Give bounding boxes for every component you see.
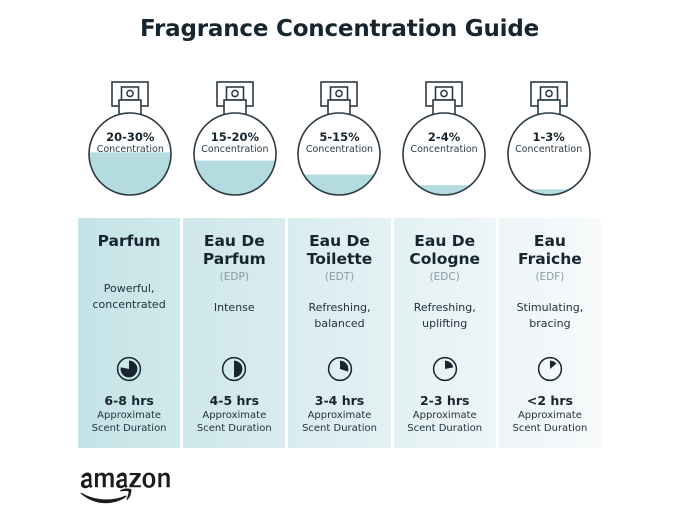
bottle-card: 1-3% Concentration — [496, 78, 601, 206]
fragrance-abbreviation: (EDC) — [429, 270, 460, 283]
fragrance-name: Eau De Cologne — [409, 232, 481, 269]
duration-label: Approximate Scent Duration — [91, 410, 167, 435]
fragrance-description: Refreshing, uplifting — [413, 301, 476, 331]
duration-block: 4-5 hrs Approximate Scent Duration — [183, 393, 285, 436]
fragrance-name: Eau De Toilette — [306, 232, 373, 269]
fragrance-column: Eau De Parfum (EDP) Intense 4-5 hrs Approxima… — [183, 218, 286, 448]
clock-icon — [432, 356, 457, 382]
bottle-liquid-level — [507, 189, 590, 195]
duration-block: 3-4 hrs Approximate Scent Duration — [288, 393, 390, 436]
clock-fill-wedge — [120, 360, 138, 378]
perfume-bottle-icon — [402, 81, 486, 196]
bottle-liquid-level — [298, 174, 381, 195]
duration-label: Approximate Scent Duration — [407, 410, 483, 435]
fragrance-name: Eau Fraiche — [518, 232, 582, 269]
clock-icon — [222, 356, 247, 382]
clock-icon-wrapper — [499, 356, 601, 382]
duration-value: 6-8 hrs — [104, 393, 154, 408]
perfume-bottle-icon — [193, 81, 277, 196]
fragrance-name: Parfum — [97, 232, 161, 250]
clock-icon — [116, 356, 142, 382]
clock-fill-wedge — [549, 360, 557, 369]
bottle-card: 2-4% Concentration — [392, 78, 497, 206]
clock-fill-wedge — [234, 360, 243, 378]
bottle-card: 5-15% Concentration — [287, 78, 392, 206]
clock-icon-wrapper — [394, 356, 496, 382]
fragrance-name: Eau De Parfum — [202, 232, 266, 269]
amazon-logo-icon — [80, 462, 200, 506]
duration-value: 2-3 hrs — [419, 393, 470, 408]
bottles-row: 20-30% Concentration 15-20% Concentration 5-… — [78, 78, 601, 206]
perfume-bottle-icon — [297, 81, 382, 196]
fragrance-abbreviation: (EDT) — [324, 270, 355, 283]
fragrance-column: Eau Fraiche (EDF) Stimulating, bracing <2 hrs… — [498, 218, 602, 448]
duration-block: <2 hrs Approximate Scent Duration — [499, 393, 601, 436]
fragrance-description: Intense — [213, 301, 255, 315]
clock-fill-wedge — [444, 360, 453, 369]
clock-fill-wedge — [339, 360, 348, 372]
fragrance-description: Refreshing, balanced — [308, 301, 371, 331]
bottle-liquid-level — [193, 160, 276, 195]
duration-block: 2-3 hrs Approximate Scent Duration — [394, 393, 496, 436]
clock-icon-wrapper — [183, 356, 285, 382]
duration-value: 3-4 hrs — [314, 393, 365, 408]
fragrance-column: Parfum Powerful, concentrated 6-8 hrs Approx… — [78, 218, 181, 448]
columns-row: Parfum Powerful, concentrated 6-8 hrs Approx… — [78, 218, 602, 448]
duration-label: Approximate Scent Duration — [302, 410, 377, 435]
bottle-liquid-level — [403, 185, 486, 195]
duration-value: 4-5 hrs — [209, 393, 260, 408]
duration-label: Approximate Scent Duration — [196, 410, 272, 435]
bottle-card: 15-20% Concentration — [183, 78, 288, 206]
clock-icon-wrapper — [78, 356, 180, 382]
bottle-liquid-level — [89, 152, 172, 195]
clock-icon — [537, 356, 563, 382]
fragrance-abbreviation: (EDF) — [535, 270, 565, 283]
duration-block: 6-8 hrs Approximate Scent Duration — [78, 393, 180, 436]
fragrance-column: Eau De Toilette (EDT) Refreshing, balanced 3-… — [288, 218, 391, 448]
fragrance-abbreviation: (EDP) — [219, 270, 249, 283]
fragrance-column: Eau De Cologne (EDC) Refreshing, uplifting 2-… — [393, 218, 496, 448]
page-title: Fragrance Concentration Guide — [139, 16, 540, 42]
perfume-bottle-icon — [506, 81, 591, 196]
clock-icon — [327, 356, 352, 382]
clock-icon-wrapper — [288, 356, 390, 382]
duration-label: Approximate Scent Duration — [512, 410, 588, 435]
perfume-bottle-icon — [88, 81, 173, 196]
fragrance-description: Stimulating, bracing — [516, 301, 584, 331]
duration-value: <2 hrs — [526, 393, 573, 408]
bottle-card: 20-30% Concentration — [78, 78, 183, 206]
fragrance-description: Powerful, concentrated — [92, 282, 166, 312]
